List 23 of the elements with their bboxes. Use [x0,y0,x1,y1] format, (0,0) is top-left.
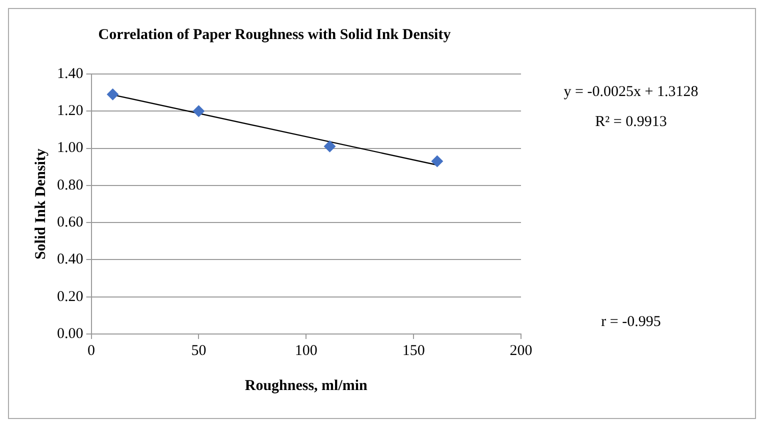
chart-title: Correlation of Paper Roughness with Solid Ink Density [98,26,452,43]
y-tick-label: 0.20 [57,288,84,305]
x-tick-label: 50 [191,342,206,359]
x-tick-label: 100 [294,342,318,359]
y-tick-label: 0.60 [57,214,84,231]
y-axis-title: Solid Ink Density [32,148,49,260]
text: y = -0.0025x + 1.3128 [564,84,698,100]
y-tick-label: 1.40 [57,66,84,82]
x-tick-label: 150 [402,342,425,359]
x-tick-label: 200 [510,342,532,359]
point [431,155,444,168]
y-tick-label: 0.80 [57,177,84,194]
y-tick-label: 0.40 [57,252,84,268]
y-tick-label: 1.00 [57,140,84,156]
text: R² = 0.9913 [595,114,667,130]
y-tick-label: 0.00 [57,326,84,342]
point [192,105,205,118]
point [324,140,336,152]
text: r = -0.995 [601,314,661,330]
x-axis-title: Roughness, ml/min [244,378,368,394]
point [106,88,119,100]
y-tick-label: 1.20 [57,103,84,120]
x-tick-label: 0 [88,342,95,359]
